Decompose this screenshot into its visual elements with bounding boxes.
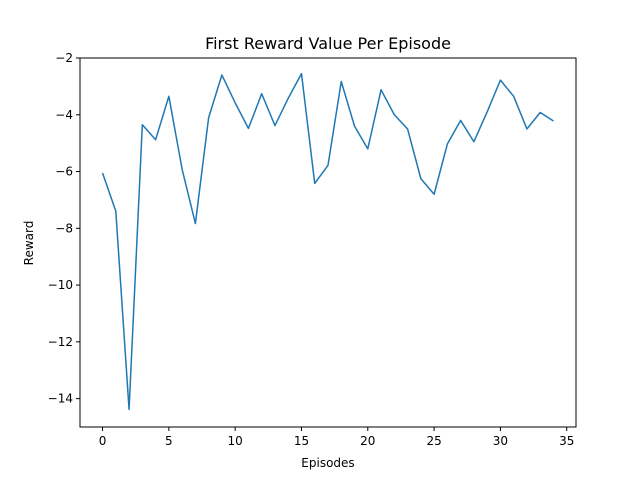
x-tick-label: 0 bbox=[99, 434, 107, 448]
y-tick-label: −10 bbox=[48, 278, 73, 292]
x-axis-label: Episodes bbox=[301, 456, 354, 470]
y-tick-label: −4 bbox=[55, 108, 73, 122]
x-tick-label: 35 bbox=[559, 434, 574, 448]
chart-title: First Reward Value Per Episode bbox=[205, 34, 451, 53]
x-tick-label: 5 bbox=[165, 434, 173, 448]
y-tick-label: −12 bbox=[48, 335, 73, 349]
x-tick-label: 15 bbox=[294, 434, 309, 448]
y-tick-label: −8 bbox=[55, 221, 73, 235]
y-axis-label: Reward bbox=[22, 221, 36, 266]
plot-area bbox=[101, 72, 554, 411]
y-tick-label: −6 bbox=[55, 165, 73, 179]
x-axis: 0 5 10 15 20 25 30 35 bbox=[99, 427, 574, 448]
x-tick-label: 25 bbox=[426, 434, 441, 448]
y-axis: −14 −12 −10 −8 −6 −4 −2 bbox=[48, 51, 80, 406]
y-tick-label: −2 bbox=[55, 51, 73, 65]
series-line bbox=[101, 72, 554, 411]
y-tick-label: −14 bbox=[48, 392, 73, 406]
x-tick-label: 30 bbox=[493, 434, 508, 448]
axes-frame bbox=[79, 57, 577, 428]
x-tick-label: 10 bbox=[228, 434, 243, 448]
x-tick-label: 20 bbox=[360, 434, 375, 448]
